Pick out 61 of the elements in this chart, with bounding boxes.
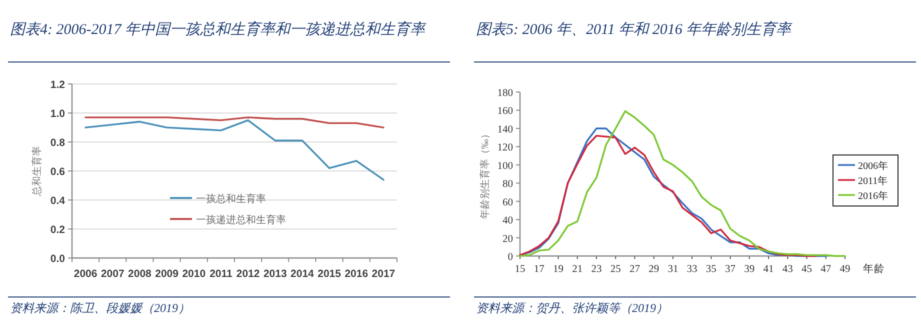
legend-label: 2011年 xyxy=(858,175,888,187)
y-tick-label: 1.0 xyxy=(50,108,66,120)
line-series xyxy=(84,116,384,128)
x-tick-label: 2008 xyxy=(128,268,152,280)
y-axis-title: 总和生育率 xyxy=(31,146,43,197)
x-tick-label: 2016 xyxy=(344,268,368,280)
legend-label: 2016年 xyxy=(858,190,888,202)
x-tick-label: 49 xyxy=(840,264,850,275)
y-tick-label: 160 xyxy=(497,106,513,118)
y-tick-label: 1.2 xyxy=(50,79,66,91)
x-tick-label: 35 xyxy=(706,264,716,275)
y-tick-label: 0.2 xyxy=(50,224,66,236)
y-tick-label: 0.4 xyxy=(50,195,66,207)
x-tick-label: 2012 xyxy=(236,268,260,280)
x-axis-title: 年龄 xyxy=(863,263,885,275)
x-tick-label: 2014 xyxy=(290,268,314,280)
x-tick-label: 17 xyxy=(534,264,544,275)
y-tick-label: 20 xyxy=(502,234,513,245)
legend-label: 2006年 xyxy=(858,160,888,172)
x-tick-label: 2010 xyxy=(182,268,206,280)
y-tick-label: 0.8 xyxy=(50,137,66,149)
x-tick-label: 2007 xyxy=(100,268,124,280)
x-tick-label: 21 xyxy=(572,264,583,275)
x-tick-label: 2013 xyxy=(263,268,287,280)
x-tick-label: 2006 xyxy=(74,268,98,280)
x-tick-label: 15 xyxy=(514,264,526,275)
y-tick-label: 80 xyxy=(502,179,513,190)
x-tick-label: 47 xyxy=(820,264,832,275)
legend-label: 一孩总和生育率 xyxy=(196,193,266,205)
x-tick-label: 23 xyxy=(591,264,602,275)
x-tick-label: 39 xyxy=(744,264,755,275)
y-axis-title: 年龄别生育率（‰） xyxy=(479,129,491,219)
y-tick-label: 120 xyxy=(497,142,513,154)
x-tick-label: 2011 xyxy=(210,268,233,280)
x-tick-label: 2015 xyxy=(318,268,342,280)
chart-title: 图表5: 2006 年、2011 年和 2016 年年龄别生育率 xyxy=(476,21,794,38)
x-tick-label: 2009 xyxy=(155,268,179,280)
text: 资料来源：贺丹、张许颖等（2019） xyxy=(476,301,668,315)
legend-label: 一孩递进总和生育率 xyxy=(196,214,286,226)
x-tick-label: 45 xyxy=(802,264,812,275)
x-tick-label: 19 xyxy=(552,264,564,275)
y-tick-label: 0.0 xyxy=(50,253,66,265)
x-tick-label: 41 xyxy=(763,264,774,275)
y-tick-label: 40 xyxy=(502,216,513,227)
x-tick-label: 31 xyxy=(668,264,678,275)
chart-title: 图表4: 2006-2017 年中国一孩总和生育率和一孩递进总和生育率 xyxy=(10,21,427,38)
line-series xyxy=(84,119,384,181)
text: 资料来源：陈卫、段媛媛（2019） xyxy=(10,301,190,315)
x-tick-label: 25 xyxy=(610,264,621,275)
y-tick-label: 0.6 xyxy=(50,166,66,178)
y-tick-label: 60 xyxy=(502,197,513,208)
x-tick-label: 2017 xyxy=(372,268,396,280)
x-tick-label: 43 xyxy=(782,264,793,275)
x-tick-label: 27 xyxy=(629,264,640,275)
y-tick-label: 180 xyxy=(497,88,513,99)
y-tick-label: 0 xyxy=(508,252,513,263)
x-tick-label: 29 xyxy=(648,264,660,275)
y-tick-label: 140 xyxy=(497,124,513,136)
x-tick-label: 37 xyxy=(725,264,736,275)
x-tick-label: 33 xyxy=(686,264,698,275)
y-tick-label: 100 xyxy=(497,160,513,172)
